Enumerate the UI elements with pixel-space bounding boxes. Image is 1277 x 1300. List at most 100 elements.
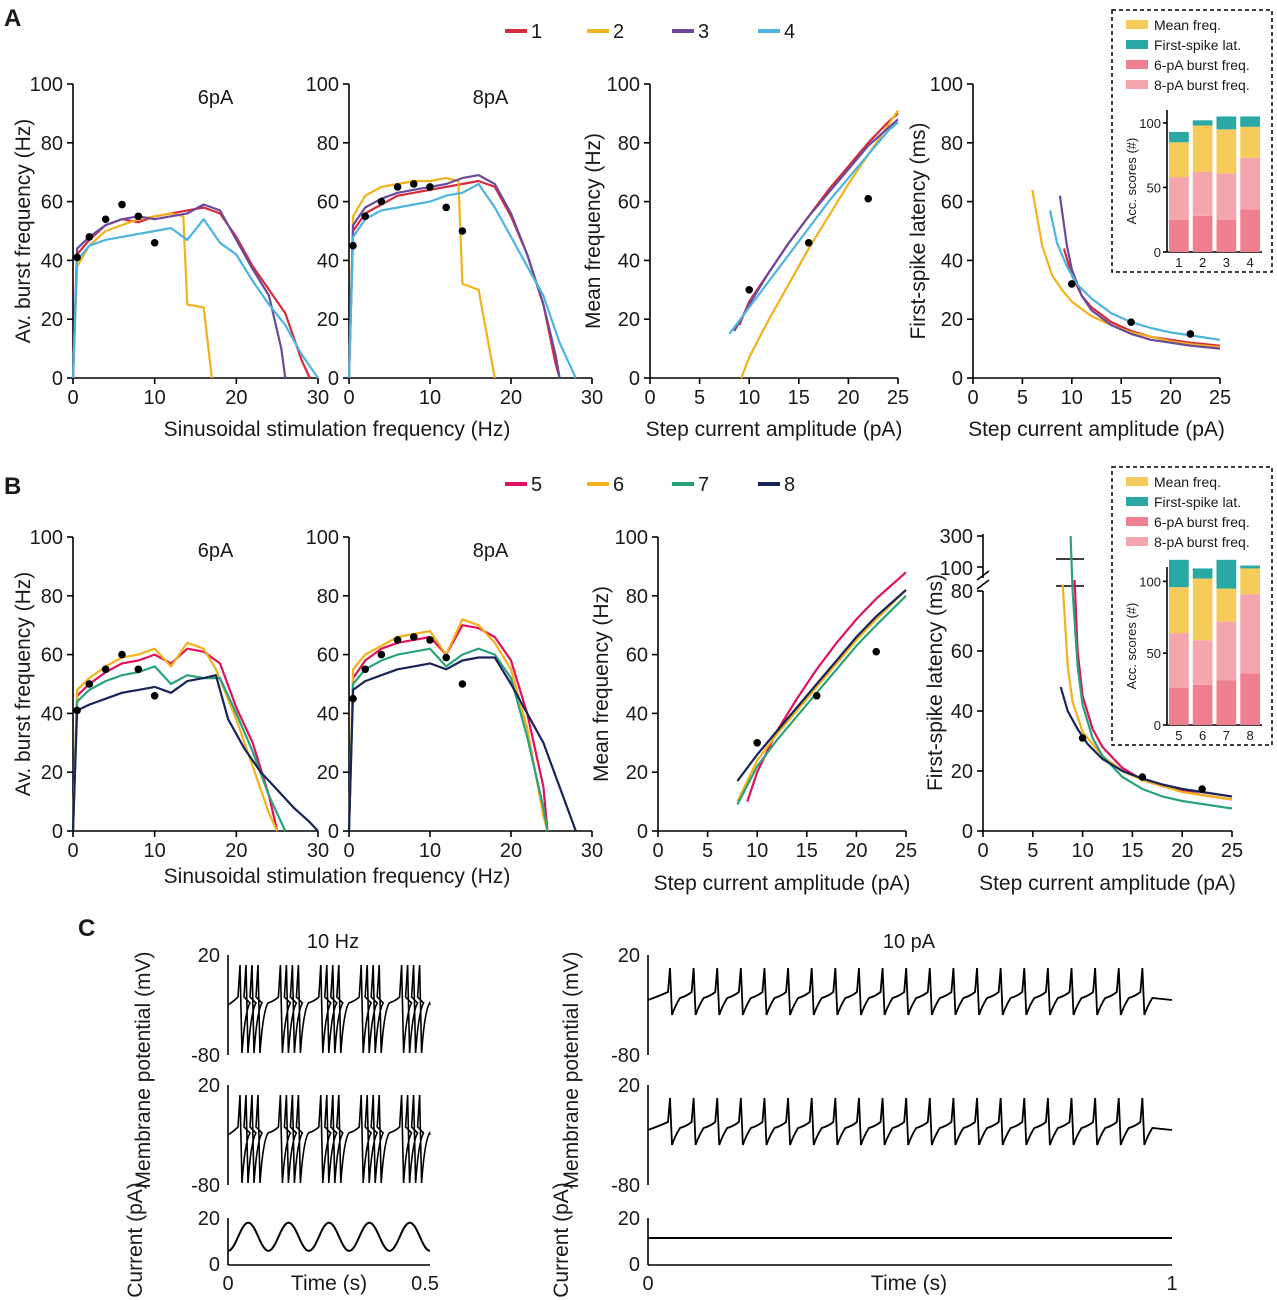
a-scores-category-label: 1 xyxy=(1175,255,1182,270)
c-step-time-label: Time (s) xyxy=(871,1272,947,1295)
b-latency-x-tick-label: 25 xyxy=(1221,840,1243,862)
a-scores-bar-1-6-pa-burst-freq- xyxy=(1169,219,1189,252)
c-step-current-y-tick-label: 0 xyxy=(629,1254,640,1276)
b-burst-6pa-series-6 xyxy=(71,641,279,832)
a-burst-6pa-title: 6pA xyxy=(198,87,234,109)
a-mean-y-tick-label: 40 xyxy=(618,250,640,272)
a-scores-bar-4-mean-freq- xyxy=(1240,126,1260,158)
b-scores-bar-6-first-spike-lat- xyxy=(1192,568,1213,579)
a-burst-8pa-x-tick-label: 30 xyxy=(581,387,603,409)
b-latency-x-tick-label: 10 xyxy=(1071,840,1093,862)
b-mean-series-8 xyxy=(736,589,907,782)
b-latency-x-tick-label: 15 xyxy=(1121,840,1143,862)
c-step-membrane-y-tick-label: -80 xyxy=(611,1045,640,1067)
a-burst-8pa-data-point xyxy=(442,203,451,212)
a-latency-x-tick-label: 25 xyxy=(1209,387,1231,409)
a-latency-y-tick-label: 100 xyxy=(930,74,963,96)
a-scores-legend-label: 6-pA burst freq. xyxy=(1154,57,1250,73)
a-burst-6pa-x-tick-label: 0 xyxy=(67,387,78,409)
c-sine-current-y-tick-label: 0 xyxy=(209,1254,220,1276)
a-burst-6pa-y-tick-label: 20 xyxy=(41,309,63,331)
b-burst-6pa-y-tick-label: 0 xyxy=(52,821,63,843)
b-scores-bar-7-mean-freq- xyxy=(1216,588,1237,622)
a-burst-6pa-data-point xyxy=(101,215,110,224)
a-burst-6pa-data-point xyxy=(134,212,143,221)
a-scores-legend-swatch xyxy=(1126,20,1148,29)
a-mean-y-tick-label: 100 xyxy=(607,74,640,96)
b-burst-6pa-y-tick-label: 100 xyxy=(30,527,63,549)
b-scores-bar-6-8-pa-burst-freq- xyxy=(1192,640,1213,685)
b-burst-8pa-y-tick-label: 100 xyxy=(306,527,339,549)
b-burst-8pa-y-tick-label: 0 xyxy=(328,821,339,843)
c-sine-title: 10 Hz xyxy=(307,931,359,953)
b-scores-legend-swatch xyxy=(1126,517,1148,526)
b-scores-bar-7-8-pa-burst-freq- xyxy=(1216,621,1237,681)
c-step-time-tick-label: 1 xyxy=(1166,1273,1177,1295)
b-scores-legend-label: First-spike lat. xyxy=(1154,494,1241,510)
b-scores-bar-8-6-pa-burst-freq- xyxy=(1240,673,1260,725)
b-burst-8pa-y-tick-label: 60 xyxy=(317,645,339,667)
b-scores-bar-5-first-spike-lat- xyxy=(1169,559,1189,588)
c-step-membrane-y-label: Membrane potential (mV) xyxy=(560,952,583,1189)
a-burst-8pa-y-tick-label: 60 xyxy=(317,192,339,214)
a-mean-x-tick-label: 20 xyxy=(837,387,859,409)
c-sine-time-tick-label: 0.5 xyxy=(411,1273,439,1295)
a-burst-8pa-series-4 xyxy=(347,182,577,379)
b-scores-bar-5-8-pa-burst-freq- xyxy=(1169,633,1189,688)
a-latency-y-tick-label: 40 xyxy=(941,250,963,272)
b-scores-legend-label: 8-pA burst freq. xyxy=(1154,534,1250,550)
c-sine-membrane-y-tick-label: -80 xyxy=(191,1045,220,1067)
b-burst-6pa-series-8 xyxy=(71,674,319,832)
a-burst-8pa-x-tick-label: 20 xyxy=(500,387,522,409)
a-burst-6pa-y-tick-label: 40 xyxy=(41,250,63,272)
b-burst-6pa-data-point xyxy=(85,680,94,688)
b-burst-8pa-data-point xyxy=(426,636,434,644)
b-mean-series-6 xyxy=(736,589,907,803)
a-burst-8pa-y-tick-label: 40 xyxy=(317,250,339,272)
a-scores-y-tick-label: 0 xyxy=(1154,245,1161,260)
a-burst-8pa-y-tick-label: 0 xyxy=(328,368,339,390)
a-latency-y-tick-label: 20 xyxy=(941,309,963,331)
a-scores-y-tick-label: 100 xyxy=(1139,116,1161,131)
a-burst-8pa-x-tick-label: 10 xyxy=(419,387,441,409)
a-scores-y-tick-label: 50 xyxy=(1147,180,1161,195)
a-mean-y-tick-label: 80 xyxy=(618,133,640,155)
b-scores-category-label: 6 xyxy=(1199,728,1206,743)
a-scores-bar-1-first-spike-lat- xyxy=(1169,131,1189,143)
a-burst-8pa-series-2 xyxy=(347,177,496,379)
a-burst-8pa-y-tick-label: 100 xyxy=(306,74,339,96)
a-burst-8pa-data-point xyxy=(393,183,402,191)
a-burst-8pa-data-point xyxy=(426,183,434,191)
b-burst-6pa-x-tick-label: 20 xyxy=(225,840,247,862)
a-burst-6pa-data-point xyxy=(118,200,126,209)
b-burst-6pa-series-7 xyxy=(71,665,287,832)
a-mean-y-tick-label: 20 xyxy=(618,309,640,331)
c-sine-membrane-y-label: Membrane potential (mV) xyxy=(132,952,155,1189)
a-burst-8pa-data-point xyxy=(361,212,370,221)
a-mean-data-point xyxy=(745,286,753,294)
b-latency-data-point xyxy=(1078,734,1087,742)
a-scores-category-label: 3 xyxy=(1223,255,1230,270)
c-sine-membrane-y-tick-label: -80 xyxy=(191,1175,220,1197)
a-latency-series-3 xyxy=(1058,195,1221,350)
a-scores-bar-3-6-pa-burst-freq- xyxy=(1216,219,1237,252)
b-scores-bar-7-first-spike-lat- xyxy=(1216,559,1237,589)
b-latency-x-label: Step current amplitude (pA) xyxy=(979,872,1236,895)
a-latency-x-tick-label: 0 xyxy=(967,387,978,409)
b-latency-y-tick-label: 100 xyxy=(940,558,973,580)
b-scores-y-label: Acc. scores (#) xyxy=(1124,603,1139,690)
a-scores-bar-3-8-pa-burst-freq- xyxy=(1216,173,1237,220)
a-scores-legend-label: Mean freq. xyxy=(1154,17,1221,33)
a-burst-8pa-x-tick-label: 0 xyxy=(343,387,354,409)
b-burst-6pa-title: 6pA xyxy=(198,540,234,562)
a-mean-x-tick-label: 5 xyxy=(694,387,705,409)
b-burst-8pa-series-7 xyxy=(347,647,549,832)
b-mean-x-tick-label: 25 xyxy=(895,840,917,862)
c-step-membrane-trace-1 xyxy=(647,967,1173,1016)
a-scores-legend-label: First-spike lat. xyxy=(1154,37,1241,53)
b-mean-x-label: Step current amplitude (pA) xyxy=(654,872,911,895)
a-latency-data-point xyxy=(1186,330,1195,338)
c-step-membrane-trace-2 xyxy=(647,1097,1173,1146)
a-latency-y-tick-label: 0 xyxy=(952,368,963,390)
c-sine-current-y-label: Current (pA) xyxy=(124,1182,147,1298)
